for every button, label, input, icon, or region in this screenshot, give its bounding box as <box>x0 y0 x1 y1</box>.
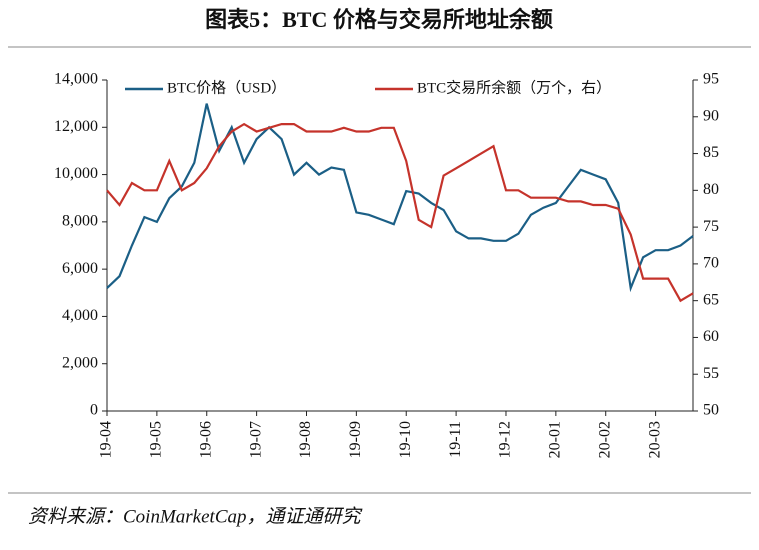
y2-tick-label: 95 <box>703 71 719 88</box>
x-tick-label: 19-11 <box>447 421 464 458</box>
y2-tick-label: 65 <box>703 291 719 308</box>
x-tick-label: 19-10 <box>397 421 414 458</box>
x-tick-label: 20-03 <box>646 421 663 458</box>
y-tick-label: 2,000 <box>62 354 98 371</box>
x-tick-label: 20-02 <box>596 421 613 458</box>
y-tick-label: 10,000 <box>54 165 98 182</box>
x-tick-label: 20-01 <box>547 421 564 458</box>
y-tick-label: 6,000 <box>62 260 98 277</box>
y2-tick-label: 55 <box>703 365 719 382</box>
x-tick-label: 19-08 <box>297 421 314 458</box>
x-tick-label: 19-12 <box>497 421 514 458</box>
x-tick-label: 19-07 <box>247 421 264 458</box>
y-tick-label: 8,000 <box>62 213 98 230</box>
chart-title: 图表5：BTC 价格与交易所地址余额 <box>205 7 553 32</box>
series-line <box>106 122 694 303</box>
legend-label: BTC价格（USD） <box>167 79 286 96</box>
y-tick-label: 4,000 <box>62 307 98 324</box>
x-tick-label: 19-09 <box>347 421 364 458</box>
y2-tick-label: 90 <box>703 107 719 124</box>
y-tick-label: 0 <box>90 402 98 419</box>
x-tick-label: 19-04 <box>98 421 115 458</box>
source: 资料来源：CoinMarketCap，通证通研究 <box>28 505 363 527</box>
y2-tick-label: 70 <box>703 255 719 272</box>
y2-tick-label: 60 <box>703 328 719 345</box>
y2-tick-label: 50 <box>703 402 719 419</box>
y-tick-label: 14,000 <box>54 71 98 88</box>
x-tick-label: 19-05 <box>148 421 165 458</box>
y2-tick-label: 75 <box>703 218 719 235</box>
x-tick-label: 19-06 <box>197 421 214 458</box>
y-tick-label: 12,000 <box>54 118 98 135</box>
y2-tick-label: 80 <box>703 181 719 198</box>
legend-label: BTC交易所余额（万个，右） <box>417 78 611 96</box>
y2-tick-label: 85 <box>703 144 719 161</box>
series-line <box>106 103 694 293</box>
